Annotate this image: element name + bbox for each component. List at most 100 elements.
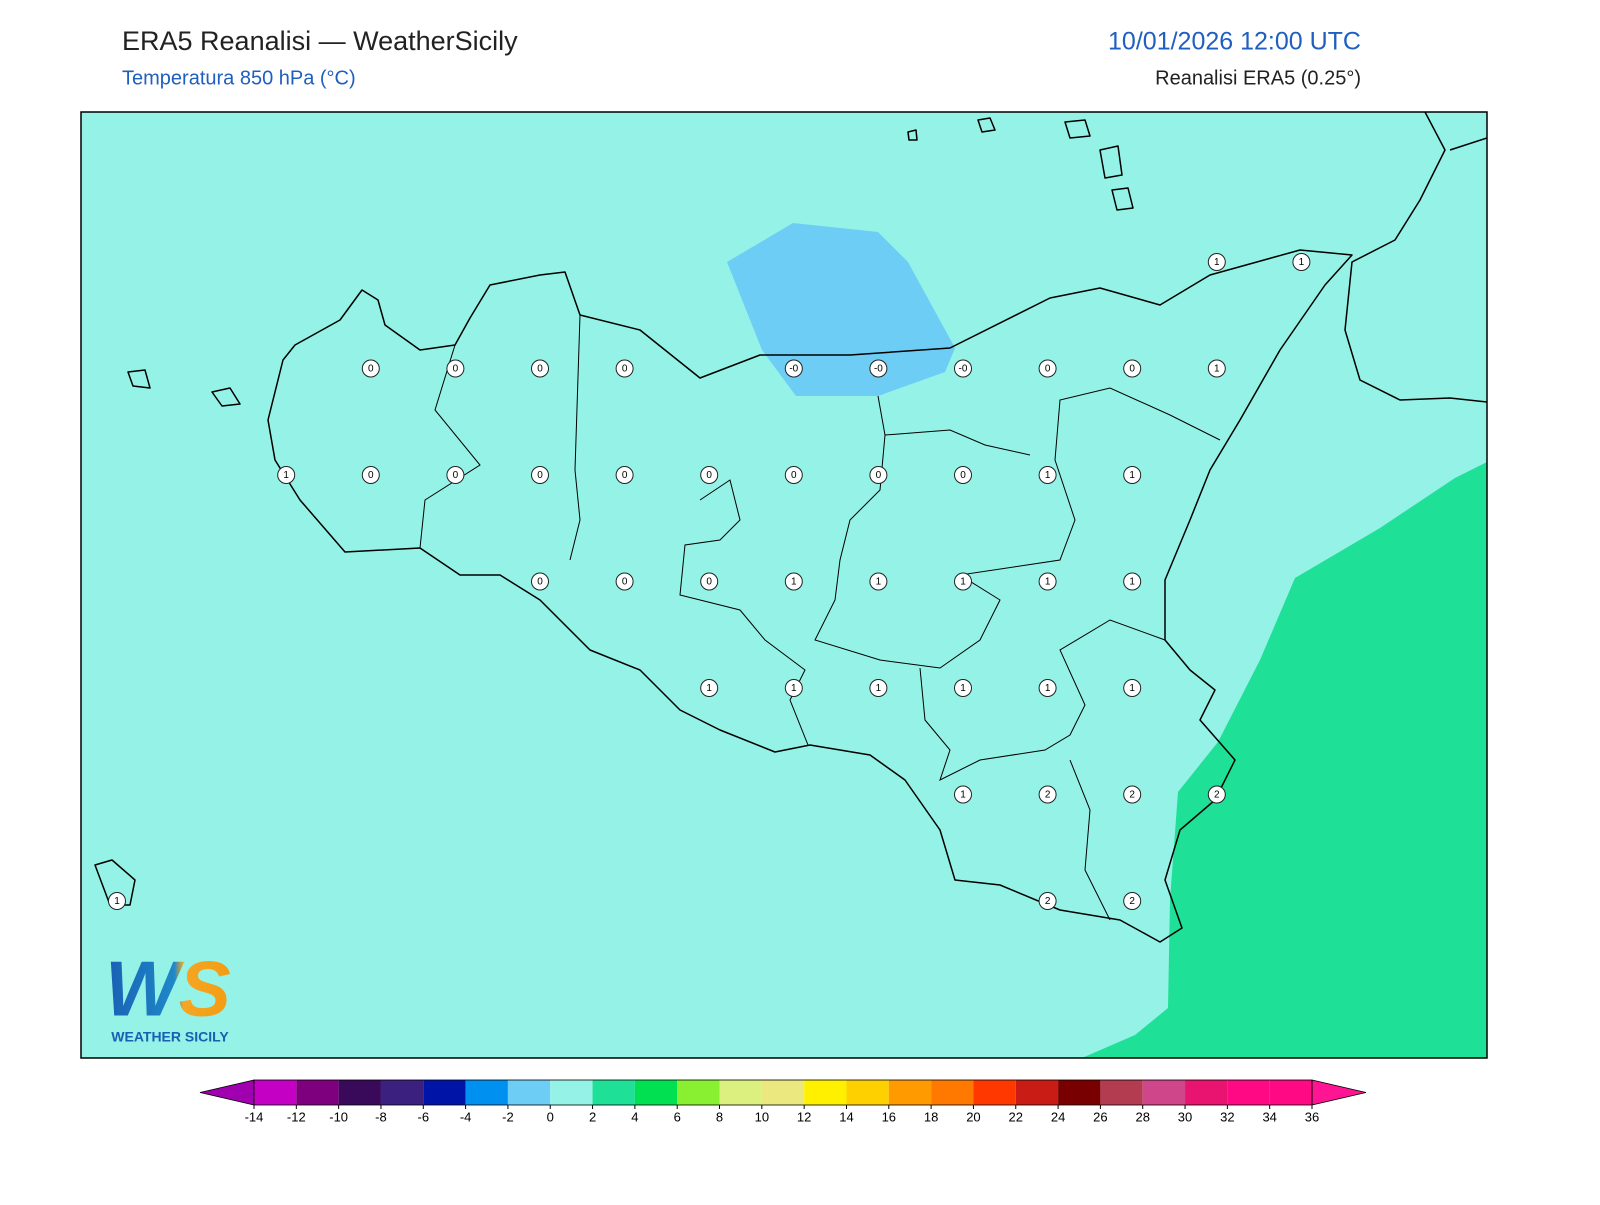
point-marker — [615, 466, 634, 484]
point-label: 0 — [876, 470, 882, 481]
point-marker — [1123, 359, 1142, 378]
point-label: 0 — [537, 470, 543, 481]
point-label: -0 — [874, 364, 883, 375]
point-label: 0 — [537, 364, 543, 375]
colorbar-box — [761, 1080, 805, 1105]
colorbar-box — [1269, 1080, 1312, 1105]
point-label: 0 — [453, 364, 459, 375]
colorbar-tick-label: 12 — [797, 1109, 811, 1124]
colorbar-tick-label: 30 — [1178, 1109, 1192, 1124]
colorbar-box — [634, 1080, 678, 1105]
colorbar-tick-label: 6 — [674, 1109, 681, 1124]
datetime: 10/01/2026 12:00 UTC — [1108, 28, 1361, 56]
point-marker — [700, 679, 719, 697]
colorbar-tick-label: 8 — [716, 1109, 723, 1124]
colorbar-box — [1227, 1080, 1270, 1105]
point-marker — [1038, 572, 1057, 591]
colorbar-tick-label: 36 — [1305, 1109, 1319, 1124]
point-marker — [108, 892, 126, 910]
colorbar-box — [465, 1080, 508, 1105]
colorbar-tick-label: 24 — [1051, 1109, 1065, 1124]
point-label: 1 — [1129, 470, 1135, 481]
point-marker — [784, 466, 803, 484]
colorbar-box — [423, 1080, 466, 1105]
point-label: 1 — [960, 790, 966, 801]
colorbar-tick-label: 18 — [924, 1109, 938, 1124]
point-label: 0 — [1129, 364, 1135, 375]
calabria-coast — [1344, 112, 1487, 403]
colorbar-box — [592, 1080, 635, 1105]
point-label: 1 — [960, 683, 966, 694]
colorbar-tick-label: 26 — [1093, 1109, 1107, 1124]
cold-area — [727, 223, 955, 396]
logo-caption: WEATHER SICILY — [111, 1029, 229, 1045]
colorbar-box — [804, 1080, 847, 1105]
point-label: 0 — [960, 470, 966, 481]
colorbar-tick-label: 10 — [755, 1109, 769, 1124]
colorbar-box — [1058, 1080, 1101, 1105]
point-marker — [784, 359, 803, 378]
colorbar-box — [888, 1080, 932, 1105]
point-marker — [615, 572, 634, 591]
point-label: 1 — [1045, 577, 1051, 588]
colorbar-box — [507, 1080, 551, 1105]
colorbar-tick-label: 16 — [882, 1109, 896, 1124]
colorbar-extend-high — [1311, 1079, 1367, 1106]
colorbar-tick-label: 2 — [589, 1109, 596, 1124]
colorbar-box — [550, 1080, 593, 1105]
point-marker — [954, 785, 972, 804]
point-marker — [1038, 785, 1057, 804]
point-label: 0 — [622, 364, 628, 375]
point-marker — [1123, 572, 1142, 591]
colorbar-tick-label: -14 — [245, 1109, 264, 1124]
point-label: 0 — [368, 364, 374, 375]
point-marker — [869, 359, 888, 378]
point-label: 0 — [706, 577, 712, 588]
point-marker — [954, 679, 972, 697]
colorbar: -14 -12 -10 -8 -6 -4 -2 0 2 4 6 8 10 12 14 16 18 20 22 24 26… — [199, 1079, 1367, 1124]
point-marker — [954, 572, 972, 591]
point-marker — [1123, 892, 1142, 910]
colorbar-extend-low — [199, 1079, 255, 1106]
point-marker — [784, 679, 803, 697]
source: Reanalisi ERA5 (0.25°) — [1155, 67, 1361, 89]
point-label: 1 — [960, 577, 966, 588]
point-marker — [361, 359, 380, 378]
point-marker — [531, 359, 549, 378]
colorbar-box — [1142, 1080, 1186, 1105]
map — [81, 112, 1487, 1058]
colorbar-box — [931, 1080, 974, 1105]
point-label: 1 — [791, 683, 797, 694]
point-marker — [954, 466, 972, 484]
subtitle: Temperatura 850 hPa (°C) — [122, 67, 356, 89]
point-marker — [531, 466, 549, 484]
point-label: 2 — [1129, 896, 1135, 907]
point-label: 0 — [453, 470, 459, 481]
colorbar-tick-label: 22 — [1009, 1109, 1023, 1124]
point-label: -0 — [789, 364, 798, 375]
point-marker — [361, 466, 380, 484]
point-label: 1 — [1045, 470, 1051, 481]
point-label: 2 — [1045, 896, 1051, 907]
point-label: 0 — [622, 577, 628, 588]
colorbar-tick-label: 20 — [966, 1109, 980, 1124]
point-label: 1 — [1299, 257, 1305, 268]
point-marker — [1038, 466, 1057, 484]
province-borders — [419, 314, 1221, 921]
point-label: 1 — [876, 577, 882, 588]
title: ERA5 Reanalisi — WeatherSicily — [122, 26, 518, 56]
colorbar-box — [1185, 1080, 1228, 1105]
point-marker — [1038, 679, 1057, 697]
colorbar-box — [1100, 1080, 1143, 1105]
colorbar-box — [973, 1080, 1016, 1105]
points: 1 1 0 0 0 0 -0 -0 -0 0 0 1 1 0 0 0 0 0 0 0 0 1 1 0 0 0 1 1 1 1 1 1 1 1 1 1 1… — [108, 253, 1311, 910]
colorbar-box — [719, 1080, 762, 1105]
point-label: 1 — [1045, 683, 1051, 694]
point-marker — [869, 679, 888, 697]
point-label: 1 — [1129, 577, 1135, 588]
point-marker — [954, 359, 972, 378]
point-label: 0 — [537, 577, 543, 588]
point-label: 2 — [1129, 790, 1135, 801]
point-marker — [1207, 785, 1226, 804]
